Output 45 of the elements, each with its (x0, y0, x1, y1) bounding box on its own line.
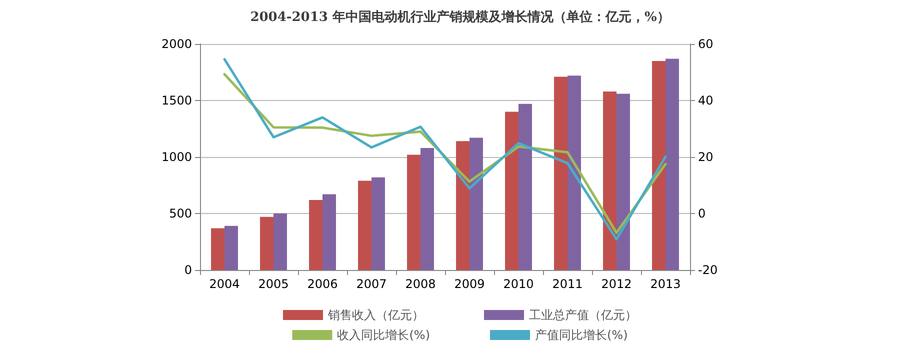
bar (420, 148, 434, 270)
x-tick-label: 2008 (405, 277, 436, 291)
y-tick-label: 500 (169, 206, 192, 220)
legend-label: 收入同比增长(%) (337, 328, 430, 342)
bar (518, 104, 532, 270)
x-tick-label: 2006 (307, 277, 338, 291)
x-tick-label: 2004 (209, 277, 240, 291)
chart-title: 2004-2013 年中国电动机行业产销规模及增长情况（单位：亿元，%） (250, 9, 670, 25)
x-tick-label: 2011 (552, 277, 583, 291)
x-tick-label: 2005 (258, 277, 289, 291)
y-tick-label: 2000 (161, 37, 192, 51)
x-tick-label: 2012 (601, 277, 632, 291)
bar (322, 194, 336, 270)
bar (616, 94, 630, 270)
y-tick-label: 1500 (161, 94, 192, 108)
legend-label: 销售收入（亿元） (327, 308, 424, 322)
bar (505, 112, 518, 270)
y-tick-label: 1000 (161, 150, 192, 164)
bar (372, 177, 385, 270)
legend-label: 工业总产值（亿元） (529, 308, 637, 322)
bar (666, 58, 679, 270)
y2-tick-label: -20 (698, 263, 718, 277)
x-tick-label: 2007 (356, 277, 387, 291)
y2-tick-label: 0 (698, 206, 706, 220)
bar (568, 76, 581, 270)
x-tick-label: 2010 (503, 277, 534, 291)
bar (554, 76, 568, 270)
bar (470, 138, 483, 270)
bar (603, 91, 616, 270)
bar (274, 214, 287, 270)
bar (309, 200, 322, 270)
legend-label: 产值同比增长(%) (535, 328, 628, 342)
bar (652, 60, 666, 270)
bar (358, 180, 372, 270)
bar (224, 226, 238, 270)
y2-tick-label: 60 (698, 37, 714, 51)
y2-tick-label: 20 (698, 150, 714, 164)
x-tick-label: 2009 (454, 277, 485, 291)
bar (407, 154, 420, 270)
bar (260, 216, 274, 270)
x-tick-label: 2013 (650, 277, 681, 291)
bar (211, 228, 224, 270)
y2-tick-label: 40 (698, 94, 714, 108)
bar (456, 141, 470, 270)
y-tick-label: 0 (184, 263, 192, 277)
